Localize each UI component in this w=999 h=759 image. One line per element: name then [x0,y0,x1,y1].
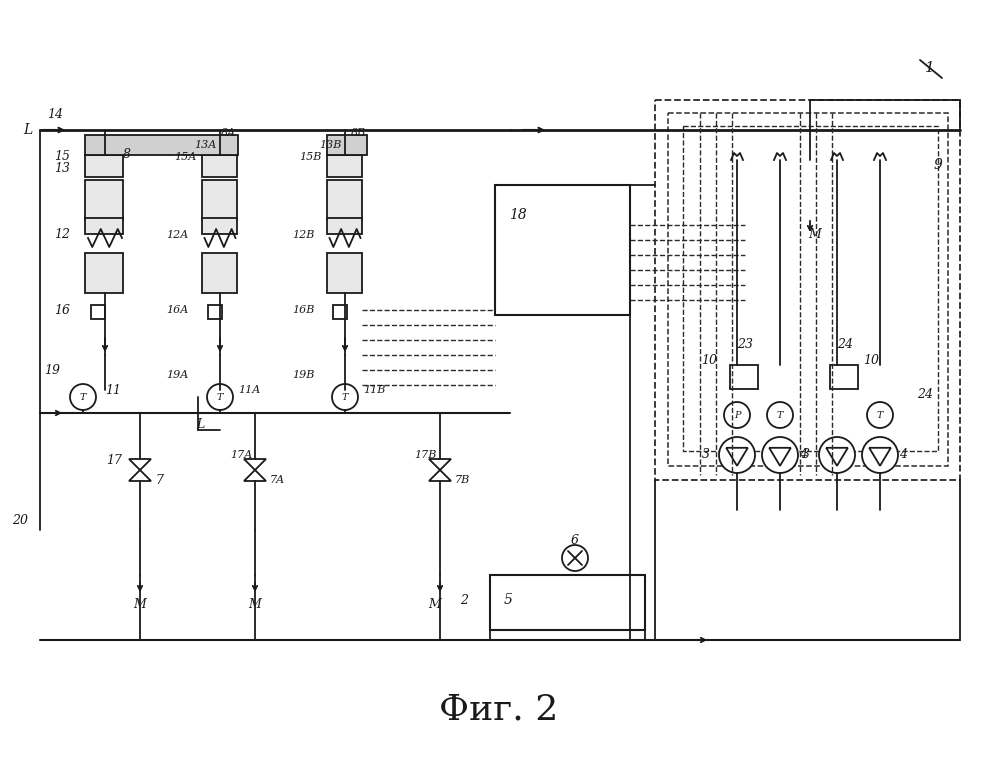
Text: 13A: 13A [194,140,216,150]
Text: M: M [134,599,147,612]
Text: 15: 15 [54,150,70,163]
Text: 11B: 11B [363,385,386,395]
Text: T: T [877,411,883,420]
Text: 10: 10 [863,354,879,367]
Circle shape [332,384,358,410]
Circle shape [819,437,855,473]
Bar [85,180,123,220]
Text: 11A: 11A [238,385,261,395]
Text: 16A: 16A [166,305,188,315]
Text: L: L [196,418,204,432]
Text: T: T [80,392,86,402]
Circle shape [562,545,588,571]
Bar [333,305,347,319]
Bar [202,155,237,177]
Text: 5: 5 [503,593,512,607]
Bar [327,218,362,234]
Bar [683,126,938,451]
Bar [668,113,948,466]
Bar [208,305,222,319]
Text: 7A: 7A [270,475,285,485]
Bar [327,180,362,220]
Bar [85,218,123,234]
Text: 16: 16 [54,304,70,317]
Text: 19B: 19B [293,370,315,380]
Text: 16B: 16B [293,305,315,315]
Bar [490,575,645,630]
Text: M: M [429,599,442,612]
Text: 15B: 15B [299,152,322,162]
Bar [85,135,238,155]
Bar [327,135,367,155]
Text: 17A: 17A [230,450,252,460]
Bar [830,365,858,389]
Text: 19A: 19A [166,370,188,380]
Text: 15A: 15A [174,152,196,162]
Text: 11: 11 [105,383,121,396]
Text: T: T [342,392,349,402]
Text: 4: 4 [899,449,907,461]
Text: 10: 10 [701,354,717,367]
Text: 7: 7 [155,474,163,487]
Text: 19: 19 [44,364,60,376]
Circle shape [724,402,750,428]
Bar [91,305,105,319]
Circle shape [719,437,755,473]
Text: 12: 12 [54,228,70,241]
Text: 3: 3 [702,449,710,461]
Text: 7B: 7B [455,475,471,485]
Text: M: M [249,599,262,612]
Bar [202,180,237,220]
Bar [202,218,237,234]
Text: 20: 20 [12,514,28,527]
Text: L: L [23,123,33,137]
Circle shape [867,402,893,428]
Text: 4: 4 [799,449,807,461]
Text: 8: 8 [123,149,131,162]
Text: 1: 1 [925,61,935,75]
Bar [495,185,630,315]
Circle shape [70,384,96,410]
Text: 24: 24 [917,389,933,402]
Text: 18: 18 [509,208,526,222]
Text: 6: 6 [571,534,579,546]
Text: 12B: 12B [293,230,315,240]
Text: 13B: 13B [319,140,342,150]
Text: 24: 24 [837,339,853,351]
Bar [327,253,362,293]
Bar [202,253,237,293]
Bar [85,155,123,177]
Text: 9: 9 [933,158,942,172]
Bar [730,365,758,389]
Text: 17B: 17B [415,450,437,460]
Text: 14: 14 [47,109,63,121]
Text: P: P [733,411,740,420]
Text: 8B: 8B [351,128,366,138]
Bar [655,100,960,480]
Text: M: M [808,228,821,241]
Circle shape [207,384,233,410]
Text: 17: 17 [106,453,122,467]
Text: 12A: 12A [166,230,188,240]
Text: T: T [777,411,783,420]
Circle shape [767,402,793,428]
Text: Фиг. 2: Фиг. 2 [440,693,558,727]
Text: 2: 2 [460,594,468,606]
Bar [327,155,362,177]
Text: T: T [217,392,223,402]
Circle shape [862,437,898,473]
Bar [85,253,123,293]
Text: 13: 13 [54,162,70,175]
Text: 8A: 8A [221,128,236,138]
Text: 3: 3 [802,449,810,461]
Circle shape [762,437,798,473]
Text: 23: 23 [737,339,753,351]
